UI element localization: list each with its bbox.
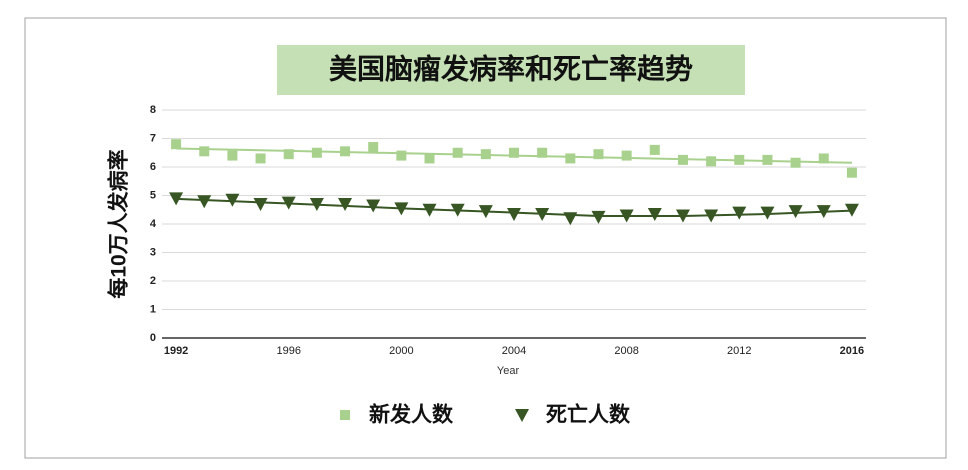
data-point — [255, 153, 266, 164]
data-point — [844, 203, 859, 217]
data-point — [649, 144, 660, 155]
y-tick-label: 3 — [150, 246, 156, 258]
data-point — [394, 202, 409, 216]
data-point — [788, 205, 803, 219]
y-tick-label: 2 — [150, 275, 156, 287]
data-point — [227, 150, 238, 161]
data-point — [452, 147, 463, 158]
data-point — [422, 203, 437, 217]
data-point — [734, 154, 745, 165]
data-point — [591, 210, 606, 224]
data-point — [509, 147, 519, 158]
data-point — [846, 167, 857, 178]
x-tick-label: 2012 — [727, 345, 751, 357]
data-point — [171, 139, 182, 150]
data-point — [225, 193, 240, 207]
data-point — [762, 154, 773, 165]
y-tick-label: 0 — [150, 332, 156, 344]
data-point — [760, 206, 775, 220]
data-point — [281, 196, 296, 210]
chart-title: 美国脑瘤发病率和死亡率趋势 — [329, 52, 693, 84]
y-tick-label: 8 — [150, 104, 156, 116]
data-point — [450, 203, 465, 217]
data-point — [535, 208, 550, 222]
y-tick-label: 4 — [150, 218, 157, 230]
legend-label: 新发人数 — [369, 403, 454, 427]
data-point — [790, 157, 801, 168]
x-axis-label: Year — [497, 365, 520, 377]
data-point — [366, 199, 381, 213]
trend-line — [176, 197, 852, 218]
data-point — [816, 205, 831, 219]
data-point — [311, 147, 322, 158]
data-point — [338, 198, 353, 212]
data-point — [818, 153, 829, 164]
x-tick-label: 2008 — [614, 345, 638, 357]
data-point — [199, 146, 210, 157]
data-point — [537, 147, 548, 158]
x-tick-label: 1996 — [276, 345, 300, 357]
data-point — [704, 209, 719, 223]
y-tick-label: 6 — [150, 161, 156, 173]
data-point — [340, 146, 351, 157]
x-tick-label: 2004 — [502, 345, 526, 357]
y-tick-label: 7 — [150, 132, 156, 144]
title-box — [277, 45, 745, 95]
data-point — [675, 209, 690, 223]
data-point — [647, 208, 662, 222]
data-point — [565, 153, 576, 164]
data-point — [368, 142, 379, 153]
data-point — [478, 205, 493, 219]
x-tick-label: 2000 — [389, 345, 413, 357]
data-point — [619, 209, 634, 223]
data-point — [563, 212, 578, 226]
data-point — [396, 150, 407, 161]
x-tick-label: 2016 — [840, 345, 864, 357]
data-point — [253, 198, 268, 212]
legend-marker — [515, 409, 529, 422]
y-tick-label: 1 — [150, 303, 156, 315]
data-point — [621, 150, 632, 161]
legend-label: 死亡人数 — [546, 403, 631, 427]
data-point — [424, 153, 435, 164]
data-point — [732, 206, 747, 220]
data-point — [197, 195, 212, 209]
data-point — [480, 149, 491, 160]
x-tick-label: 1992 — [164, 345, 188, 357]
y-axis-label: 每10万人发病率 — [107, 149, 131, 298]
data-point — [283, 149, 294, 160]
data-point — [309, 198, 324, 212]
data-point — [507, 208, 521, 222]
data-point — [706, 156, 717, 167]
data-point — [677, 154, 688, 165]
legend-marker — [340, 410, 350, 420]
y-tick-label: 5 — [150, 189, 156, 201]
data-point — [169, 192, 184, 206]
data-point — [593, 149, 604, 160]
